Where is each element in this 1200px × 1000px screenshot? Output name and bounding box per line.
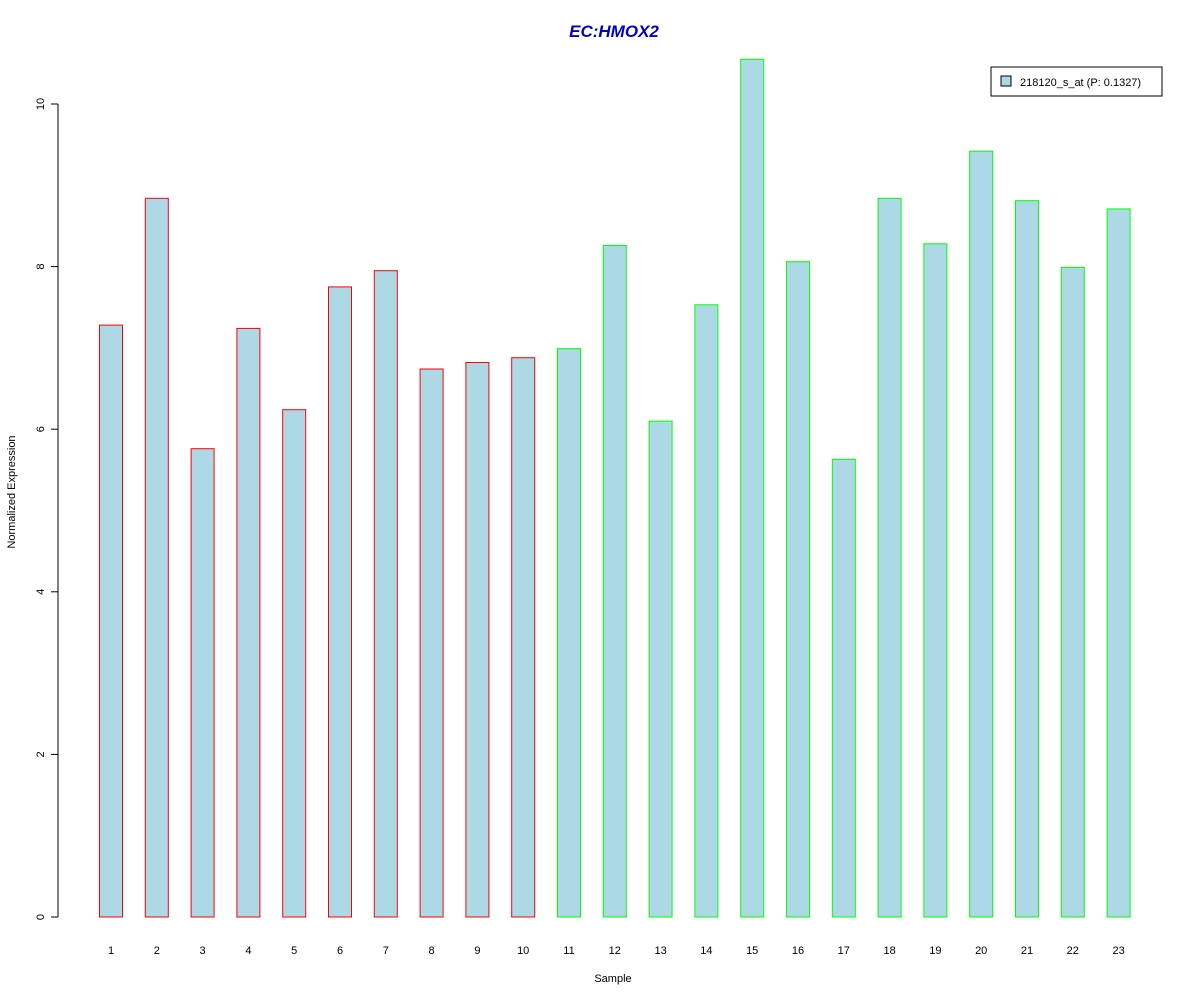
legend-swatch [1000,75,1012,87]
legend-label: 218120_s_at (P: 0.1327) [1020,77,1141,89]
bar-sample-8 [419,368,444,918]
bar-sample-12 [602,245,627,918]
x-tick-label: 18 [883,945,895,957]
bar-sample-10 [511,357,536,918]
x-tick-label: 9 [474,945,480,957]
bar-sample-21 [1015,200,1039,918]
bar-sample-9 [465,362,490,918]
x-tick-label: 11 [563,945,574,957]
x-tick-label: 1 [108,945,114,957]
y-axis-label: Normalized Expression [6,435,18,548]
bar-sample-14 [694,304,719,918]
bar-sample-2 [144,197,169,918]
legend-box [990,66,1163,97]
x-tick-label: 6 [337,945,343,957]
bar-sample-15 [740,58,765,918]
bar-sample-11 [557,348,581,918]
y-axis: 0 2 4 6 8 10 [35,98,59,920]
y-tick-label: 4 [35,589,47,595]
x-tick-label: 17 [838,945,850,957]
bar-sample-23 [1106,208,1131,918]
bar-sample-6 [328,286,352,918]
bar-sample-16 [786,261,810,918]
bar-sample-19 [923,243,948,918]
chart-title: EC:HMOX2 [569,22,659,41]
x-tick-label: 23 [1112,945,1124,957]
x-tick-label: 12 [609,945,621,957]
bar-sample-7 [373,270,398,918]
x-tick-label: 15 [746,945,758,957]
bar-sample-17 [831,458,856,918]
bar-sample-22 [1060,266,1085,918]
y-tick-label: 8 [35,264,47,270]
x-tick-label: 4 [245,945,251,957]
bars [99,58,1131,918]
x-axis-label: Sample [594,973,631,985]
x-tick-label: 7 [383,945,389,957]
x-tick-label: 19 [929,945,941,957]
bar-sample-13 [648,420,673,918]
bar-sample-18 [877,197,902,918]
y-tick-label: 0 [35,914,47,920]
bar-sample-3 [190,448,215,918]
x-tick-label: 3 [200,945,206,957]
x-tick-label: 5 [291,945,297,957]
x-tick-label: 10 [517,945,529,957]
bar-sample-4 [236,327,261,918]
y-tick-label: 6 [35,426,47,432]
legend: 218120_s_at (P: 0.1327) [990,66,1163,97]
bar-sample-20 [969,150,994,918]
bar-sample-1 [99,324,123,918]
x-tick-label: 22 [1067,945,1079,957]
y-tick-label: 2 [35,751,47,757]
x-tick-label: 14 [700,945,712,957]
x-tick-label: 21 [1021,945,1033,957]
x-tick-label: 13 [654,945,666,957]
x-tick-label: 8 [429,945,435,957]
bar-sample-5 [282,409,307,918]
x-tick-label: 2 [154,945,160,957]
y-tick-label: 10 [35,98,47,110]
x-tick-label: 16 [792,945,804,957]
x-tick-labels: 1 2 3 4 5 6 7 8 9 10 11 12 13 14 15 16 17 18 19 20 21 22 23 [108,945,1125,957]
x-tick-label: 20 [975,945,987,957]
